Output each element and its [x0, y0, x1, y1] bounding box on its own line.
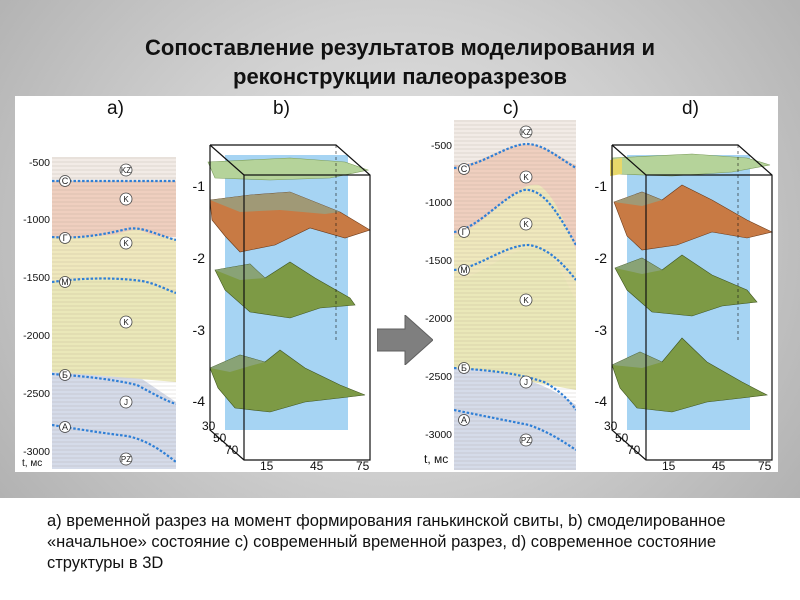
slide-title: Сопоставление результатов моделирования …	[0, 33, 800, 91]
horizon-marker: Г	[59, 232, 71, 244]
svg-text:PZ: PZ	[521, 436, 531, 445]
svg-text:Б: Б	[461, 363, 467, 373]
depth-tick: -500	[28, 157, 50, 169]
model-3d-d: -1 -2 -3 -4 30 50 70 15 45 75	[595, 144, 773, 473]
section-a-depth-axis: -500 -1000 -1500 -2000 -2500 -3000	[16, 157, 52, 469]
depth-tick: -1000	[425, 197, 452, 209]
model-3d-b: -1 -2 -3 -4 30 50 70 15 45 75	[193, 144, 371, 473]
depth-tick: -3000	[23, 446, 50, 458]
x-tick: 75	[356, 459, 370, 473]
unit-marker: K	[119, 315, 133, 329]
x-tick: 15	[260, 459, 274, 473]
time-axis-label: t, мс	[22, 458, 43, 469]
z-tick: -2	[595, 250, 608, 266]
horizon-marker: Б	[458, 362, 470, 374]
z-tick: -3	[193, 322, 206, 338]
panel-label-a: a)	[107, 98, 124, 119]
svg-text:K: K	[123, 239, 129, 248]
unit-marker: K	[519, 170, 533, 184]
unit-marker: PZ	[519, 433, 533, 447]
unit-marker: KZ	[119, 163, 133, 177]
svg-text:А: А	[461, 415, 467, 425]
svg-text:K: K	[123, 318, 129, 327]
seismic-section-c: С Г М Б А KZ K K K J PZ	[454, 120, 576, 470]
unit-marker: KZ	[519, 125, 533, 139]
unit-marker: K	[119, 192, 133, 206]
depth-tick: -1500	[425, 255, 452, 267]
svg-text:С: С	[461, 164, 468, 174]
svg-text:С: С	[62, 176, 69, 186]
present-surface	[611, 153, 771, 177]
unit-marker: K	[519, 293, 533, 307]
panel-label-b: b)	[273, 98, 290, 119]
depth-tick: -2500	[425, 371, 452, 383]
svg-text:PZ: PZ	[121, 455, 131, 464]
title-line-2: реконструкции палеоразрезов	[233, 64, 567, 89]
unit-marker: K	[119, 236, 133, 250]
horizon-marker: А	[59, 421, 71, 433]
horizon-marker: М	[59, 276, 71, 288]
x-tick: 15	[662, 459, 676, 473]
panel-label-d: d)	[682, 98, 699, 119]
svg-text:Г: Г	[462, 227, 467, 237]
svg-text:K: K	[523, 296, 529, 305]
title-line-1: Сопоставление результатов моделирования …	[145, 35, 655, 60]
time-axis-label: t, мс	[424, 452, 449, 466]
horizon-marker: А	[458, 414, 470, 426]
svg-text:K: K	[523, 220, 529, 229]
z-tick: -1	[595, 178, 608, 194]
z-tick: -4	[193, 393, 206, 409]
depth-tick: -1000	[23, 214, 50, 226]
depth-tick: -500	[430, 140, 452, 152]
svg-text:М: М	[61, 277, 69, 287]
z-tick: -4	[595, 393, 608, 409]
unit-marker: PZ	[119, 452, 133, 466]
svg-text:М: М	[460, 265, 468, 275]
z-tick: -1	[193, 178, 206, 194]
z-tick: -2	[193, 250, 206, 266]
panel-label-c: c)	[503, 98, 519, 119]
horizon-marker: Г	[458, 226, 470, 238]
unit-marker: J	[519, 375, 533, 389]
y-tick: 50	[213, 431, 227, 445]
svg-text:KZ: KZ	[521, 128, 531, 137]
svg-text:KZ: KZ	[121, 166, 131, 175]
depth-tick: -3000	[425, 429, 452, 441]
unit-marker: K	[519, 217, 533, 231]
unit-marker: J	[119, 395, 133, 409]
svg-text:K: K	[123, 195, 129, 204]
depth-tick: -1500	[23, 272, 50, 284]
svg-text:K: K	[523, 173, 529, 182]
z-tick: -3	[595, 322, 608, 338]
x-tick: 75	[758, 459, 772, 473]
y-tick: 70	[225, 443, 239, 457]
svg-text:Б: Б	[62, 370, 68, 380]
x-tick: 45	[712, 459, 726, 473]
svg-text:Г: Г	[63, 233, 68, 243]
y-tick: 30	[604, 419, 618, 433]
svg-text:А: А	[62, 422, 68, 432]
x-tick: 45	[310, 459, 324, 473]
y-tick: 70	[627, 443, 641, 457]
svg-text:J: J	[124, 398, 128, 407]
caption-box: а) временной разрез на момент формирован…	[0, 498, 800, 600]
horizon-marker: М	[458, 264, 470, 276]
section-c-depth-axis: -500 -1000 -1500 -2000 -2500 -3000	[418, 140, 454, 452]
y-tick: 30	[202, 419, 216, 433]
caption-text: а) временной разрез на момент формирован…	[47, 512, 726, 572]
depth-tick: -2000	[425, 313, 452, 325]
arrow-right-icon	[377, 315, 433, 365]
seismic-section-a: С Г М Б А KZ K K K J PZ	[52, 157, 176, 469]
y-tick: 50	[615, 431, 629, 445]
svg-text:J: J	[524, 378, 528, 387]
horizon-marker: Б	[59, 369, 71, 381]
depth-tick: -2500	[23, 388, 50, 400]
horizon-marker: С	[458, 163, 470, 175]
horizon-marker: С	[59, 175, 71, 187]
depth-tick: -2000	[23, 330, 50, 342]
